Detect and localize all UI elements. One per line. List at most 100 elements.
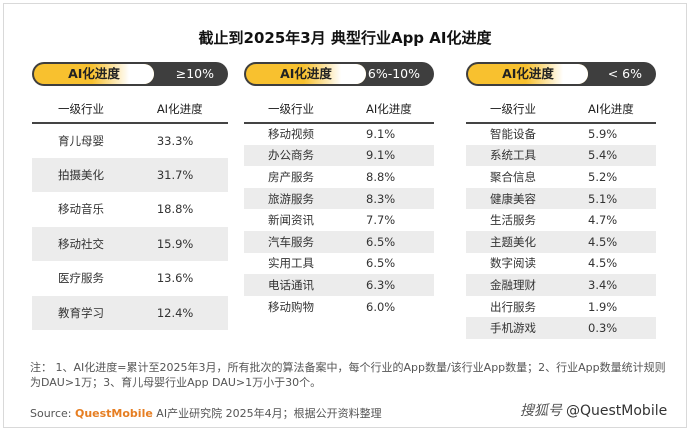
table-row: 电话通讯 6.3% — [244, 274, 434, 296]
industry-cell: 房产服务 — [268, 169, 314, 184]
progress-cell: 12.4% — [128, 295, 228, 330]
industry-cell: 系统工具 — [466, 144, 556, 167]
industry-cell: 主题美化 — [466, 230, 556, 253]
progress-cell: 18.8% — [156, 202, 194, 217]
progress-cell: 33.3% — [156, 133, 194, 148]
industry-table: 一级行业 AI化进度 移动视频 9.1% 办公商务 9.1% 房产服务 8.8% 旅游服务 8… — [244, 95, 434, 317]
industry-cell: 智能设备 — [490, 127, 536, 142]
progress-cell: 1.9% — [588, 299, 618, 314]
industry-cell: 聚合信息 — [490, 169, 536, 184]
industry-table: 一级行业 AI化进度 智能设备 5.9% 系统工具 5.4% 聚合信息 5.2% 健康美容 5… — [466, 95, 656, 339]
industry-cell: 教育学习 — [32, 295, 129, 330]
table-row: 汽车服务 6.5% — [244, 230, 434, 253]
progress-cell: 6.5% — [334, 230, 434, 253]
progress-cell: 6.5% — [366, 256, 396, 271]
table-row: 生活服务 4.7% — [466, 209, 656, 231]
table-row: 出行服务 1.9% — [466, 296, 656, 318]
table-row: 移动社交 15.9% — [32, 226, 228, 261]
industry-cell: 旅游服务 — [244, 187, 334, 210]
table-row: 移动视频 9.1% — [244, 123, 434, 145]
pill-label: AI化进度 — [502, 66, 554, 81]
panel-mid: AI化进度 6%-10% 一级行业 AI化进度 移动视频 9.1% 办公商务 9.1%… — [244, 62, 434, 317]
industry-cell: 数字阅读 — [490, 256, 536, 271]
table-row: 智能设备 5.9% — [466, 123, 656, 145]
table-row: 数字阅读 4.5% — [466, 253, 656, 275]
table-row: 手机游戏 0.3% — [466, 317, 656, 339]
range-header: AI化进度 < 6% — [466, 62, 656, 86]
pill-label: AI化进度 — [280, 66, 332, 81]
table-row: 移动购物 6.0% — [244, 296, 434, 318]
panel-low: AI化进度 < 6% 一级行业 AI化进度 智能设备 5.9% 系统工具 5.4% 聚合… — [466, 62, 656, 339]
range-header: AI化进度 6%-10% — [244, 62, 434, 86]
column-header-industry: 一级行业 — [32, 95, 129, 124]
progress-cell: 4.7% — [588, 213, 618, 228]
industry-cell: 生活服务 — [490, 213, 536, 228]
range-header: AI化进度 ≥10% — [32, 62, 228, 86]
progress-cell: 5.9% — [588, 127, 618, 142]
page-title: 截止到2025年3月 典型行业App AI化进度 — [198, 29, 492, 47]
progress-pill: AI化进度 — [246, 64, 366, 84]
progress-cell: 5.1% — [556, 187, 656, 210]
industry-cell: 移动视频 — [268, 127, 314, 142]
source-prefix: Source: — [30, 407, 75, 420]
range-label: 6%-10% — [367, 66, 420, 81]
industry-cell: 实用工具 — [268, 256, 314, 271]
industry-cell: 医疗服务 — [58, 271, 104, 286]
industry-cell: 汽车服务 — [244, 230, 334, 253]
table-row: 系统工具 5.4% — [466, 144, 656, 167]
table-row: 拍摄美化 31.7% — [32, 157, 228, 192]
slide-frame — [3, 3, 687, 428]
progress-cell: 5.2% — [588, 169, 618, 184]
progress-cell: 5.4% — [556, 144, 656, 167]
progress-cell: 3.4% — [556, 274, 656, 296]
progress-pill: AI化进度 — [34, 64, 154, 84]
industry-cell: 办公商务 — [244, 144, 334, 167]
source-line: Source: QuestMobile AI产业研究院 2025年4月；根据公开… — [30, 405, 382, 421]
progress-cell: 13.6% — [156, 271, 194, 286]
progress-cell: 9.1% — [334, 144, 434, 167]
progress-cell: 0.3% — [556, 317, 656, 339]
pill-label: AI化进度 — [68, 66, 120, 81]
industry-cell: 育儿母婴 — [58, 133, 104, 148]
progress-cell: 7.7% — [366, 213, 396, 228]
column-header-industry: 一级行业 — [244, 95, 334, 124]
panel-high: AI化进度 ≥10% 一级行业 AI化进度 育儿母婴 33.3% 拍摄美化 31.7%… — [32, 62, 228, 330]
industry-cell: 金融理财 — [466, 274, 556, 296]
progress-cell: 15.9% — [128, 226, 228, 261]
industry-cell: 拍摄美化 — [32, 157, 129, 192]
source-rest: AI产业研究院 2025年4月；根据公开资料整理 — [152, 407, 382, 420]
progress-cell: 9.1% — [366, 127, 396, 142]
industry-cell: 健康美容 — [466, 187, 556, 210]
table-row: 主题美化 4.5% — [466, 230, 656, 253]
table-row: 办公商务 9.1% — [244, 144, 434, 167]
progress-pill: AI化进度 — [468, 64, 588, 84]
column-header-industry: 一级行业 — [466, 95, 556, 124]
table-row: 健康美容 5.1% — [466, 187, 656, 210]
table-row: 金融理财 3.4% — [466, 274, 656, 296]
table-row: 新闻资讯 7.7% — [244, 209, 434, 231]
sohu-label: 搜狐号 — [520, 403, 562, 419]
industry-table: 一级行业 AI化进度 育儿母婴 33.3% 拍摄美化 31.7% 移动音乐 18.8% 移动… — [32, 95, 228, 330]
table-row: 医疗服务 13.6% — [32, 261, 228, 296]
footnote: 注： 1、AI化进度=累计至2025年3月，所有批次的算法备案中，每个行业的Ap… — [30, 361, 666, 389]
column-header-progress: AI化进度 — [334, 95, 434, 124]
credit-handle: @QuestMobile — [566, 403, 668, 419]
column-header-progress: AI化进度 — [128, 95, 228, 124]
table-row: 教育学习 12.4% — [32, 295, 228, 330]
progress-cell: 4.5% — [556, 230, 656, 253]
range-label: < 6% — [607, 66, 642, 81]
table-row: 旅游服务 8.3% — [244, 187, 434, 210]
industry-cell: 手机游戏 — [466, 317, 556, 339]
industry-cell: 移动购物 — [268, 299, 314, 314]
progress-cell: 31.7% — [128, 157, 228, 192]
industry-cell: 新闻资讯 — [268, 213, 314, 228]
progress-cell: 6.0% — [366, 299, 396, 314]
table-row: 移动音乐 18.8% — [32, 192, 228, 227]
watermark-credit: 搜狐号 @QuestMobile — [520, 400, 667, 420]
progress-cell: 8.3% — [334, 187, 434, 210]
range-label: ≥10% — [175, 66, 214, 81]
table-row: 实用工具 6.5% — [244, 253, 434, 275]
industry-cell: 移动音乐 — [58, 202, 104, 217]
industry-cell: 移动社交 — [32, 226, 129, 261]
source-brand: QuestMobile — [74, 407, 153, 420]
